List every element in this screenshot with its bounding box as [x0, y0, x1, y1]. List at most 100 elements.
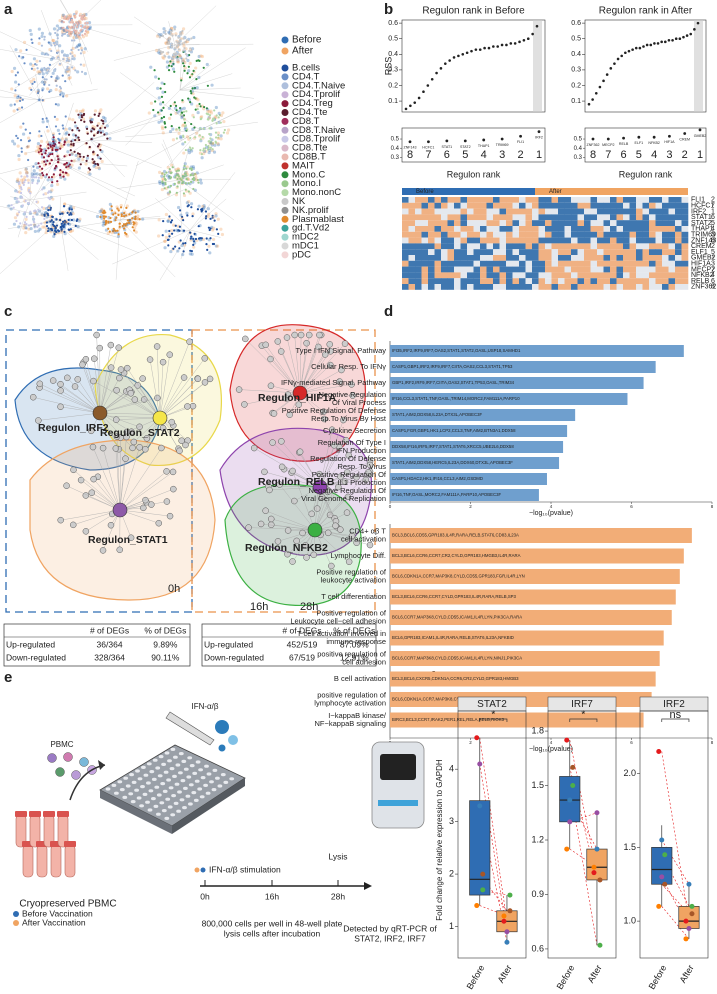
heatmap-cell: [675, 272, 682, 279]
cell-dot: [190, 47, 195, 51]
heatmap-cell: [675, 202, 682, 209]
cell-dot: [101, 120, 105, 123]
x-tick-label: 2: [469, 740, 472, 745]
target-gene: [327, 361, 334, 369]
cell-dot: [34, 149, 39, 153]
cell-dot: [19, 139, 23, 142]
cell-dot: [210, 83, 214, 87]
heatmap-cell: [603, 255, 611, 261]
cell-dot: [78, 138, 81, 142]
heatmap-cell: [675, 255, 682, 261]
target-gene: [82, 355, 90, 363]
edge: [179, 89, 255, 99]
cell-dot: [17, 200, 20, 203]
cell-dot: [182, 114, 186, 117]
heatmap-row-label: STAT1: [691, 214, 712, 221]
cell-dot: [185, 211, 189, 215]
heatmap-cell: [655, 243, 663, 250]
cell-dot: [79, 52, 83, 55]
cell-dot: [59, 93, 62, 96]
heatmap-cell: [447, 255, 455, 261]
heatmap-cell: [525, 278, 533, 284]
cell-dot: [133, 229, 136, 232]
heatmap-cell: [480, 266, 487, 273]
cell-dot: [189, 231, 192, 234]
point: [659, 874, 665, 880]
table-frame: [3, 623, 191, 667]
cell-dot: [24, 231, 28, 235]
cell-dot: [28, 28, 32, 33]
heatmap-cell: [408, 260, 416, 267]
cell-dot: [114, 218, 117, 222]
cell-dot: [178, 109, 182, 113]
cell-dot: [39, 139, 44, 143]
heatmap-cell: [681, 208, 689, 215]
rss-point: [613, 62, 616, 65]
heatmap-cell: [629, 260, 637, 267]
heatmap-cell: [558, 208, 565, 215]
heatmap-cell: [636, 231, 643, 238]
cell-dot: [217, 232, 220, 235]
heatmap-cell: [486, 220, 494, 226]
box: [586, 848, 608, 881]
heatmap-cell: [460, 237, 468, 244]
heatmap-group-label: Before: [416, 189, 434, 195]
heatmap-cell: [662, 208, 669, 215]
cell-dot: [24, 152, 28, 156]
heatmap-cell: [642, 278, 650, 284]
cell-dot: [58, 139, 61, 142]
cell-dot: [45, 119, 50, 123]
cell-dot: [73, 150, 76, 153]
heatmap-cell: [610, 226, 617, 232]
edge: [89, 114, 162, 141]
rss-point: [409, 104, 412, 108]
cell-dot: [183, 127, 187, 131]
cell-dot: [174, 111, 178, 115]
heatmap-cell: [402, 202, 409, 209]
heatmap-cell: [545, 266, 552, 273]
bar: [390, 548, 684, 564]
rss-point: [660, 40, 663, 44]
heatmap-cell: [486, 214, 494, 221]
heatmap-cell: [428, 208, 435, 215]
cell-icon: [47, 753, 57, 763]
point: [504, 939, 510, 945]
heatmap-cell: [428, 231, 435, 238]
cell-dot: [164, 212, 168, 217]
cell-dot: [177, 181, 180, 184]
plate-well: [166, 778, 172, 782]
cell-dot: [51, 146, 54, 150]
cell-dot: [58, 132, 61, 135]
top-regulon-point: [427, 140, 430, 144]
cell-dot: [96, 162, 99, 166]
heatmap-cell: [675, 226, 682, 232]
cell-dot: [36, 145, 40, 149]
heatmap-cell: [662, 197, 669, 203]
heatmap-row-label: ZNF143: [691, 237, 716, 244]
plate-well: [175, 763, 181, 767]
legend-label: NK.prolif: [292, 205, 329, 216]
cell-dot: [36, 179, 41, 183]
cell-dot: [66, 150, 70, 154]
regulon-edge: [38, 412, 101, 421]
heatmap-cell: [532, 202, 539, 209]
point: [656, 749, 662, 754]
bar: [390, 671, 656, 687]
cell-dot: [104, 215, 107, 218]
heatmap-cell: [616, 243, 624, 250]
cell-dot: [161, 90, 165, 94]
cell-dot: [208, 148, 212, 152]
heatmap-cell: [551, 226, 559, 232]
legend-swatch: [281, 109, 289, 116]
target-gene: [70, 521, 77, 529]
cell-dot: [69, 144, 73, 148]
heatmap-cell: [434, 260, 442, 267]
cell-dot: [164, 29, 167, 32]
plate-well: [181, 759, 187, 764]
heatmap-cell: [473, 208, 481, 215]
edge: [170, 129, 201, 147]
cell-dot: [183, 141, 187, 144]
target-gene: [201, 379, 209, 386]
heatmap-cell: [532, 243, 539, 250]
heatmap-cell: [532, 220, 539, 226]
